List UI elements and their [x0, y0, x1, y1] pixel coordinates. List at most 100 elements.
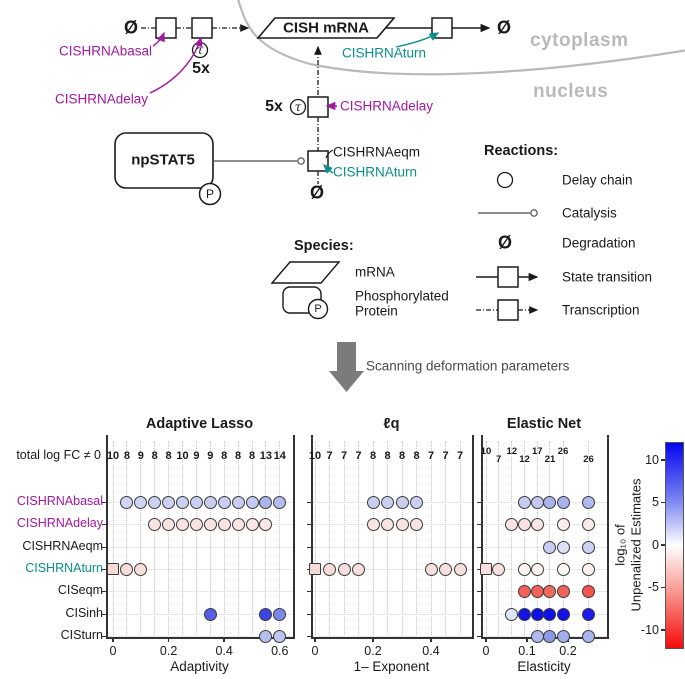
data-point: [259, 517, 273, 531]
gridline: [416, 441, 417, 637]
legend-item-transcription: Transcription: [562, 302, 640, 318]
data-point: [395, 495, 409, 509]
row-gridline: [312, 614, 472, 615]
count-value: 7: [456, 450, 464, 462]
count-value: 8: [413, 450, 420, 462]
data-point: [530, 517, 544, 531]
data-point: [556, 495, 570, 509]
gridline: [140, 441, 142, 637]
phospho-p: P: [314, 303, 322, 315]
colorbar-tick: [661, 544, 665, 546]
gridline: [251, 441, 253, 637]
colorbar-tick: [661, 459, 665, 461]
row-gridline: [312, 591, 472, 592]
data-point: [556, 517, 570, 531]
gridline: [562, 441, 564, 637]
count-value: 10: [308, 450, 322, 462]
y-tick: [102, 635, 106, 637]
data-point: [148, 495, 162, 509]
count-value: 9: [193, 450, 200, 462]
row-gridline: [482, 569, 607, 570]
data-point: [189, 517, 203, 531]
gridline: [223, 441, 225, 637]
param-label-turn-nuc: CISHRNAturn: [333, 164, 418, 180]
x-tick-label: 0: [311, 644, 319, 658]
data-point: [556, 607, 570, 621]
param-label-basal: CISHRNAbasal: [58, 43, 152, 59]
x-tick-label: 0: [482, 644, 490, 658]
x-tick: [430, 637, 432, 642]
legend-item-delay-chain: Delay chain: [562, 172, 633, 188]
legend-phospho-circle: [307, 298, 329, 320]
y-axis-line: [481, 435, 483, 637]
x-tick: [485, 637, 487, 642]
scan-down-arrow: [329, 342, 364, 392]
eqm-pointer-line: [325, 149, 334, 159]
data-point: [120, 562, 134, 576]
count-value: 7: [442, 450, 449, 462]
legend-mrna-parallelogram: [270, 261, 341, 284]
scan-caption: Scanning deformation parameters: [366, 358, 570, 374]
row-gridline: [107, 614, 293, 615]
gridline: [445, 441, 446, 637]
data-point: [217, 517, 231, 531]
x-tick: [526, 637, 528, 642]
data-point: [582, 540, 595, 554]
param-label-turn-cyto: CISHRNAturn: [342, 45, 427, 61]
count-value: 8: [398, 450, 406, 462]
data-point: [582, 562, 595, 576]
y-tick: [102, 568, 106, 570]
y-tick: [477, 546, 481, 548]
count-value: 12: [519, 454, 530, 465]
param-label-delay-cyto: CISHRNAdelay: [54, 91, 148, 107]
gridline: [524, 441, 526, 637]
data-point: [582, 517, 595, 531]
y-tick: [307, 501, 311, 503]
legend-item-phospho-2: Protein: [355, 303, 398, 319]
data-point: [309, 563, 321, 575]
data-point: [582, 629, 595, 643]
x-tick: [372, 637, 374, 642]
y-tick: [307, 546, 311, 548]
y-axis-line: [311, 435, 313, 637]
data-point: [176, 517, 189, 531]
gridline: [343, 441, 345, 637]
data-point: [134, 562, 148, 576]
delay-chain-icon: [289, 98, 307, 116]
colorbar-tick-label: -5: [647, 580, 659, 594]
data-point: [352, 562, 365, 576]
data-point: [480, 563, 492, 575]
row-gridline: [107, 547, 293, 548]
row-label-CISinh: CISinh: [65, 606, 103, 620]
row-gridline: [107, 636, 293, 637]
count-value: 8: [369, 450, 377, 462]
data-point: [176, 495, 189, 509]
row-gridline: [312, 569, 472, 570]
data-point: [231, 517, 245, 531]
data-point: [492, 562, 506, 576]
data-point: [120, 495, 134, 509]
gridline: [314, 441, 316, 637]
data-point: [582, 584, 595, 598]
pathway-diagram: [114, 0, 685, 392]
count-value: 10: [176, 450, 189, 462]
legend-item-state-transition: State transition: [562, 269, 653, 285]
y-tick: [307, 523, 311, 525]
tau-symbol: τ: [196, 43, 204, 57]
x-tick-label: 0.2: [559, 644, 577, 658]
counts-row-label: total log FC ≠ 0: [16, 448, 101, 462]
data-point: [366, 495, 380, 509]
data-point: [217, 495, 231, 509]
data-point: [366, 517, 380, 531]
data-point: [189, 495, 203, 509]
degradation-symbol: Ø: [497, 232, 513, 253]
count-value: 7: [496, 454, 502, 465]
data-point: [518, 584, 532, 598]
data-point: [245, 495, 259, 509]
data-point: [543, 584, 557, 598]
x-tick: [314, 637, 316, 642]
x-tick: [112, 637, 114, 642]
count-value: 26: [557, 446, 569, 457]
data-point: [556, 629, 570, 643]
